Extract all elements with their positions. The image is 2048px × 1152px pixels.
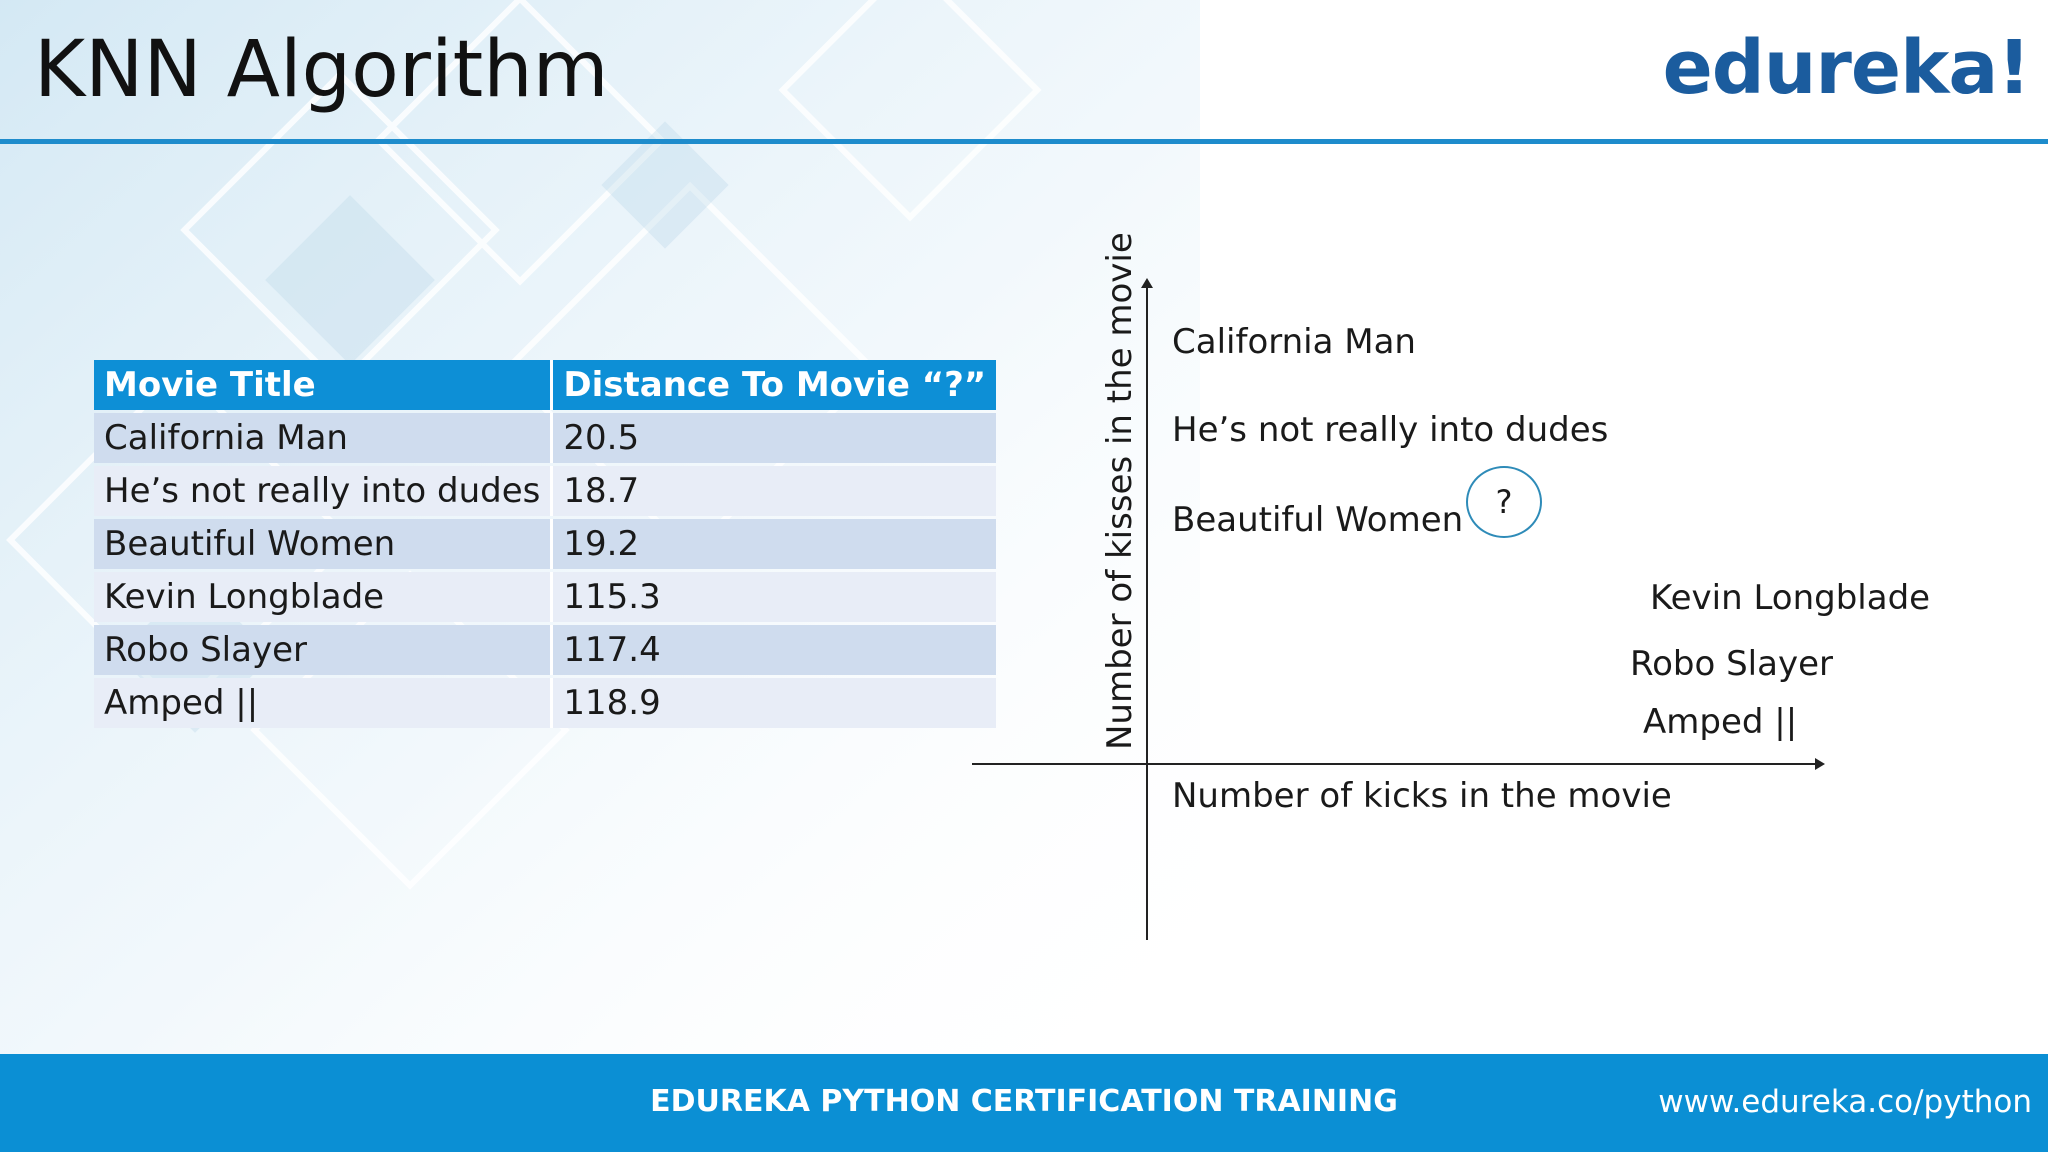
- point-label-hes-not-really-into-dudes: He’s not really into dudes: [1172, 410, 1609, 450]
- slide-title: KNN Algorithm: [34, 25, 609, 115]
- y-axis-line: [1146, 282, 1148, 940]
- table-row: Kevin Longblade 115.3: [94, 572, 997, 622]
- table-row: Beautiful Women 19.2: [94, 519, 997, 569]
- distance-cell: 19.2: [553, 519, 997, 569]
- distance-cell: 117.4: [553, 625, 997, 675]
- point-label-california-man: California Man: [1172, 322, 1416, 362]
- table-row: He’s not really into dudes 18.7: [94, 466, 997, 516]
- table-row: California Man 20.5: [94, 413, 997, 463]
- movie-title-cell: Robo Slayer: [94, 625, 554, 675]
- y-axis-arrow: [1141, 278, 1153, 288]
- movie-title-cell: California Man: [94, 413, 554, 463]
- point-label-robo-slayer: Robo Slayer: [1630, 644, 1833, 684]
- x-axis-label: Number of kicks in the movie: [1172, 776, 1672, 816]
- movie-title-cell: Amped ||: [94, 678, 554, 728]
- movie-title-cell: He’s not really into dudes: [94, 466, 554, 516]
- distance-cell: 18.7: [553, 466, 997, 516]
- footer-bar: EDUREKA PYTHON CERTIFICATION TRAINING ww…: [0, 1054, 2048, 1152]
- y-axis-label: Number of kisses in the movie: [1100, 232, 1140, 750]
- distance-cell: 115.3: [553, 572, 997, 622]
- table-row: Robo Slayer 117.4: [94, 625, 997, 675]
- movie-title-cell: Beautiful Women: [94, 519, 554, 569]
- column-header-movie-title: Movie Title: [94, 360, 554, 410]
- knn-diagram: Number of kisses in the movie Number of …: [960, 232, 1930, 960]
- distance-cell: 20.5: [553, 413, 997, 463]
- point-label-kevin-longblade: Kevin Longblade: [1650, 578, 1931, 618]
- column-header-distance: Distance To Movie “?”: [553, 360, 997, 410]
- point-label-amped: Amped ||: [1643, 702, 1798, 742]
- table-row: Amped || 118.9: [94, 678, 997, 728]
- distance-table: Movie Title Distance To Movie “?” Califo…: [94, 357, 997, 731]
- x-axis-arrow: [1815, 758, 1825, 770]
- footer-url: www.edureka.co/python: [1658, 1084, 2032, 1120]
- distance-cell: 118.9: [553, 678, 997, 728]
- query-point-label: ?: [1495, 483, 1513, 521]
- title-divider: [0, 139, 2048, 144]
- edureka-logo: edureka!: [1662, 25, 2031, 111]
- movie-title-cell: Kevin Longblade: [94, 572, 554, 622]
- footer-course-title: EDUREKA PYTHON CERTIFICATION TRAINING: [650, 1084, 1398, 1119]
- query-point-circle: ?: [1466, 466, 1542, 538]
- x-axis-line: [972, 763, 1818, 765]
- table-header-row: Movie Title Distance To Movie “?”: [94, 360, 997, 410]
- point-label-beautiful-women: Beautiful Women: [1172, 500, 1464, 540]
